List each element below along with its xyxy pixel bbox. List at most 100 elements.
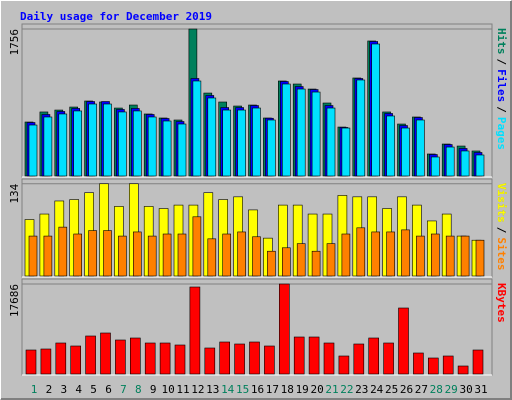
x-tick-label: 10 — [161, 383, 174, 396]
bar — [103, 230, 112, 277]
bar — [386, 231, 395, 277]
legend-separator: / — [495, 59, 508, 66]
x-tick-label: 12 — [191, 383, 204, 396]
bar — [100, 332, 111, 375]
bar — [73, 110, 82, 177]
bar — [103, 103, 112, 177]
x-tick-label: 22 — [340, 383, 353, 396]
bar — [371, 231, 381, 277]
bar — [130, 337, 141, 375]
bar — [147, 116, 157, 177]
bar — [416, 235, 425, 277]
bar — [472, 349, 484, 375]
bar — [460, 150, 470, 177]
y-tick-label: 1756 — [8, 29, 21, 56]
x-tick-label: 18 — [281, 383, 294, 396]
chart-title: Daily usage for December 2019 — [20, 10, 212, 23]
bar — [398, 307, 409, 375]
y-tick-label: 17686 — [8, 284, 21, 317]
x-tick-label: 7 — [120, 383, 127, 396]
legend-entry: Hits — [495, 28, 508, 55]
bar — [40, 348, 52, 375]
bar — [311, 91, 321, 177]
bar — [401, 127, 410, 177]
legend-entry: Visits — [495, 183, 508, 223]
bar — [189, 286, 201, 375]
legend-separator: / — [495, 227, 508, 234]
bar — [326, 243, 336, 277]
bar — [264, 345, 275, 375]
bar — [58, 226, 68, 277]
bar — [73, 233, 82, 277]
bar — [368, 337, 380, 375]
bar — [457, 365, 469, 375]
x-tick-label: 8 — [135, 383, 142, 396]
bar — [311, 250, 321, 277]
bar — [159, 342, 171, 375]
bar — [28, 235, 38, 277]
bar — [237, 109, 246, 177]
bar — [341, 127, 351, 177]
legend-entry: KBytes — [495, 283, 508, 323]
bar — [55, 342, 67, 375]
x-tick-label: 23 — [355, 383, 368, 396]
bar — [252, 107, 261, 177]
bar — [386, 115, 395, 177]
bar — [234, 343, 245, 375]
x-tick-label: 2 — [46, 383, 53, 396]
bar — [371, 43, 381, 177]
bar — [43, 116, 53, 177]
bar — [28, 124, 38, 177]
bar — [341, 233, 351, 277]
bar — [85, 335, 96, 375]
bar — [323, 342, 335, 375]
bar — [162, 120, 172, 177]
bar — [326, 107, 336, 177]
bar — [475, 239, 485, 277]
bar — [147, 235, 157, 277]
x-tick-label: 31 — [474, 383, 487, 396]
legend: KBytes — [495, 283, 508, 323]
bar — [460, 235, 470, 277]
bar — [308, 336, 320, 375]
x-tick-label: 6 — [105, 383, 112, 396]
bar — [174, 344, 186, 375]
x-tick-label: 20 — [310, 383, 323, 396]
bar — [222, 109, 231, 177]
x-tick-label: 26 — [400, 383, 413, 396]
bar — [70, 345, 81, 375]
legend: Visits / Sites — [495, 183, 508, 271]
bar — [237, 231, 246, 277]
bar — [430, 156, 440, 177]
bar — [413, 352, 424, 375]
legend: Hits / Files / Pages — [495, 28, 508, 150]
x-tick-label: 1 — [31, 383, 38, 396]
bar — [43, 235, 53, 277]
bar — [278, 283, 290, 375]
x-tick-label: 25 — [385, 383, 398, 396]
x-tick-label: 5 — [90, 383, 97, 396]
bar — [281, 247, 291, 277]
bar — [296, 243, 306, 277]
bar — [207, 97, 217, 177]
bar — [204, 347, 216, 375]
x-tick-label: 14 — [221, 383, 235, 396]
bar — [338, 355, 350, 375]
legend-entry: Files — [495, 69, 508, 102]
bar — [356, 79, 366, 177]
bar — [293, 336, 305, 375]
bar — [267, 119, 276, 177]
bar — [383, 342, 394, 375]
bar — [222, 233, 231, 277]
bar — [430, 233, 440, 277]
bar — [442, 355, 454, 375]
bar — [162, 233, 172, 277]
bar — [401, 229, 410, 277]
legend-entry: Pages — [495, 117, 508, 150]
x-tick-label: 16 — [251, 383, 264, 396]
bar — [445, 235, 455, 277]
bar — [177, 123, 187, 177]
bar — [177, 233, 187, 277]
